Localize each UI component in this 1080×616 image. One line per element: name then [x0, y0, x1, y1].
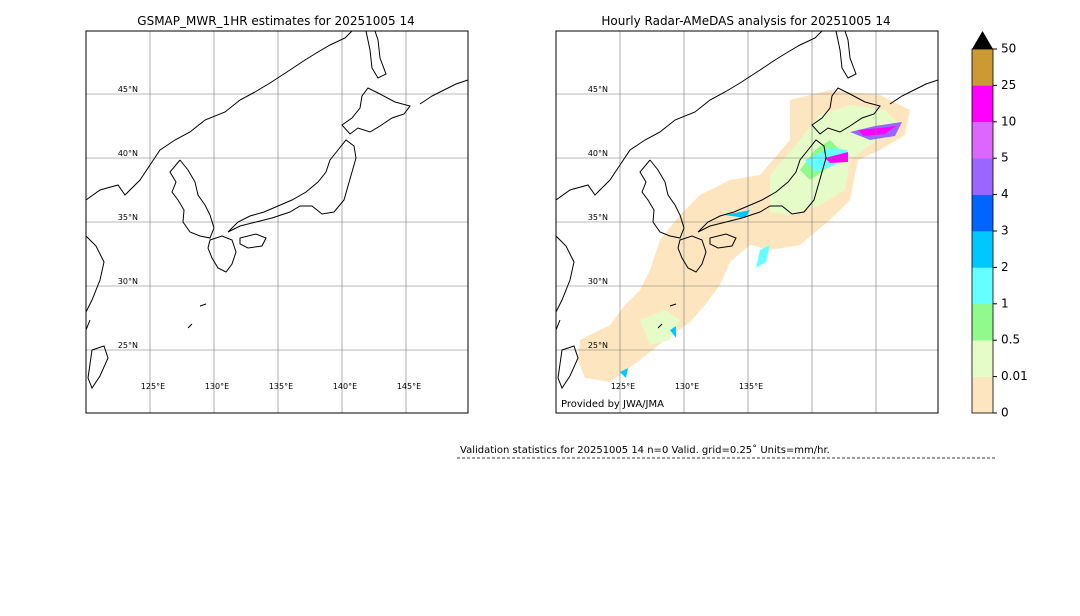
colorbar-extension	[972, 31, 993, 49]
lon-label: 130°E	[205, 382, 229, 391]
colorbar-label: 10	[1001, 114, 1016, 128]
colorbar-label: 1	[1001, 296, 1009, 310]
map-frame	[85, 30, 469, 414]
lon-label: 130°E	[675, 382, 699, 391]
colorbar-segment	[972, 267, 993, 305]
colorbar-segment	[972, 49, 993, 86]
lat-label: 25°N	[118, 341, 138, 350]
colorbar-label: 25	[1001, 78, 1016, 92]
credit: Provided by JWA/JMA	[561, 399, 664, 410]
lon-label: 145°E	[397, 382, 421, 391]
map-left	[86, 31, 468, 413]
lat-label: 35°N	[118, 213, 138, 222]
panel-title: GSMAP_MWR_1HR estimates for 20251005 14	[137, 14, 414, 28]
colorbar: 0 0.01 0.5 1 2 3 4 5 10 25 50	[971, 31, 1028, 420]
lat-labels: 45°N 40°N 35°N 30°N 25°N	[588, 85, 608, 350]
colorbar-segment	[972, 194, 993, 232]
colorbar-segment	[972, 158, 993, 195]
panel-title: Hourly Radar-AMeDAS analysis for 2025100…	[601, 14, 890, 28]
coastline	[86, 31, 468, 389]
graticule	[556, 31, 938, 413]
validation-statistics: Validation statistics for 20251005 14 n=…	[460, 444, 830, 456]
graticule	[86, 31, 468, 413]
lat-label: 35°N	[588, 213, 608, 222]
colorbar-segment	[972, 376, 993, 414]
lat-label: 45°N	[118, 85, 138, 94]
lon-label: 135°E	[269, 382, 293, 391]
lat-label: 40°N	[588, 149, 608, 158]
lon-label: 140°E	[333, 382, 357, 391]
colorbar-segment	[972, 85, 993, 123]
lat-label: 30°N	[118, 277, 138, 286]
lat-label: 30°N	[588, 277, 608, 286]
lon-label: 135°E	[739, 382, 763, 391]
colorbar-label: 0	[1001, 406, 1009, 420]
lat-labels: 45°N 40°N 35°N 30°N 25°N	[118, 85, 138, 350]
colorbar-label: 0.5	[1001, 333, 1020, 347]
colorbar-label: 0.01	[1001, 369, 1028, 383]
colorbar-segment	[972, 121, 993, 159]
lat-label: 40°N	[118, 149, 138, 158]
lon-label: 125°E	[611, 382, 635, 391]
colorbar-label: 3	[1001, 224, 1009, 238]
colorbar-segment	[972, 340, 993, 377]
colorbar-segment	[972, 231, 993, 268]
colorbar-label: 5	[1001, 151, 1009, 165]
map-frame	[555, 30, 939, 414]
lon-labels: 125°E 130°E 135°E	[611, 382, 763, 391]
colorbar-segment	[972, 303, 993, 341]
colorbar-label: 50	[1001, 42, 1016, 56]
precipitation-field	[578, 90, 910, 382]
lon-labels: 125°E 130°E 135°E 140°E 145°E	[141, 382, 421, 391]
colorbar-label: 2	[1001, 260, 1009, 274]
colorbar-label: 4	[1001, 187, 1009, 201]
map-right	[556, 31, 938, 413]
lat-label: 25°N	[588, 341, 608, 350]
lon-label: 125°E	[141, 382, 165, 391]
lat-label: 45°N	[588, 85, 608, 94]
